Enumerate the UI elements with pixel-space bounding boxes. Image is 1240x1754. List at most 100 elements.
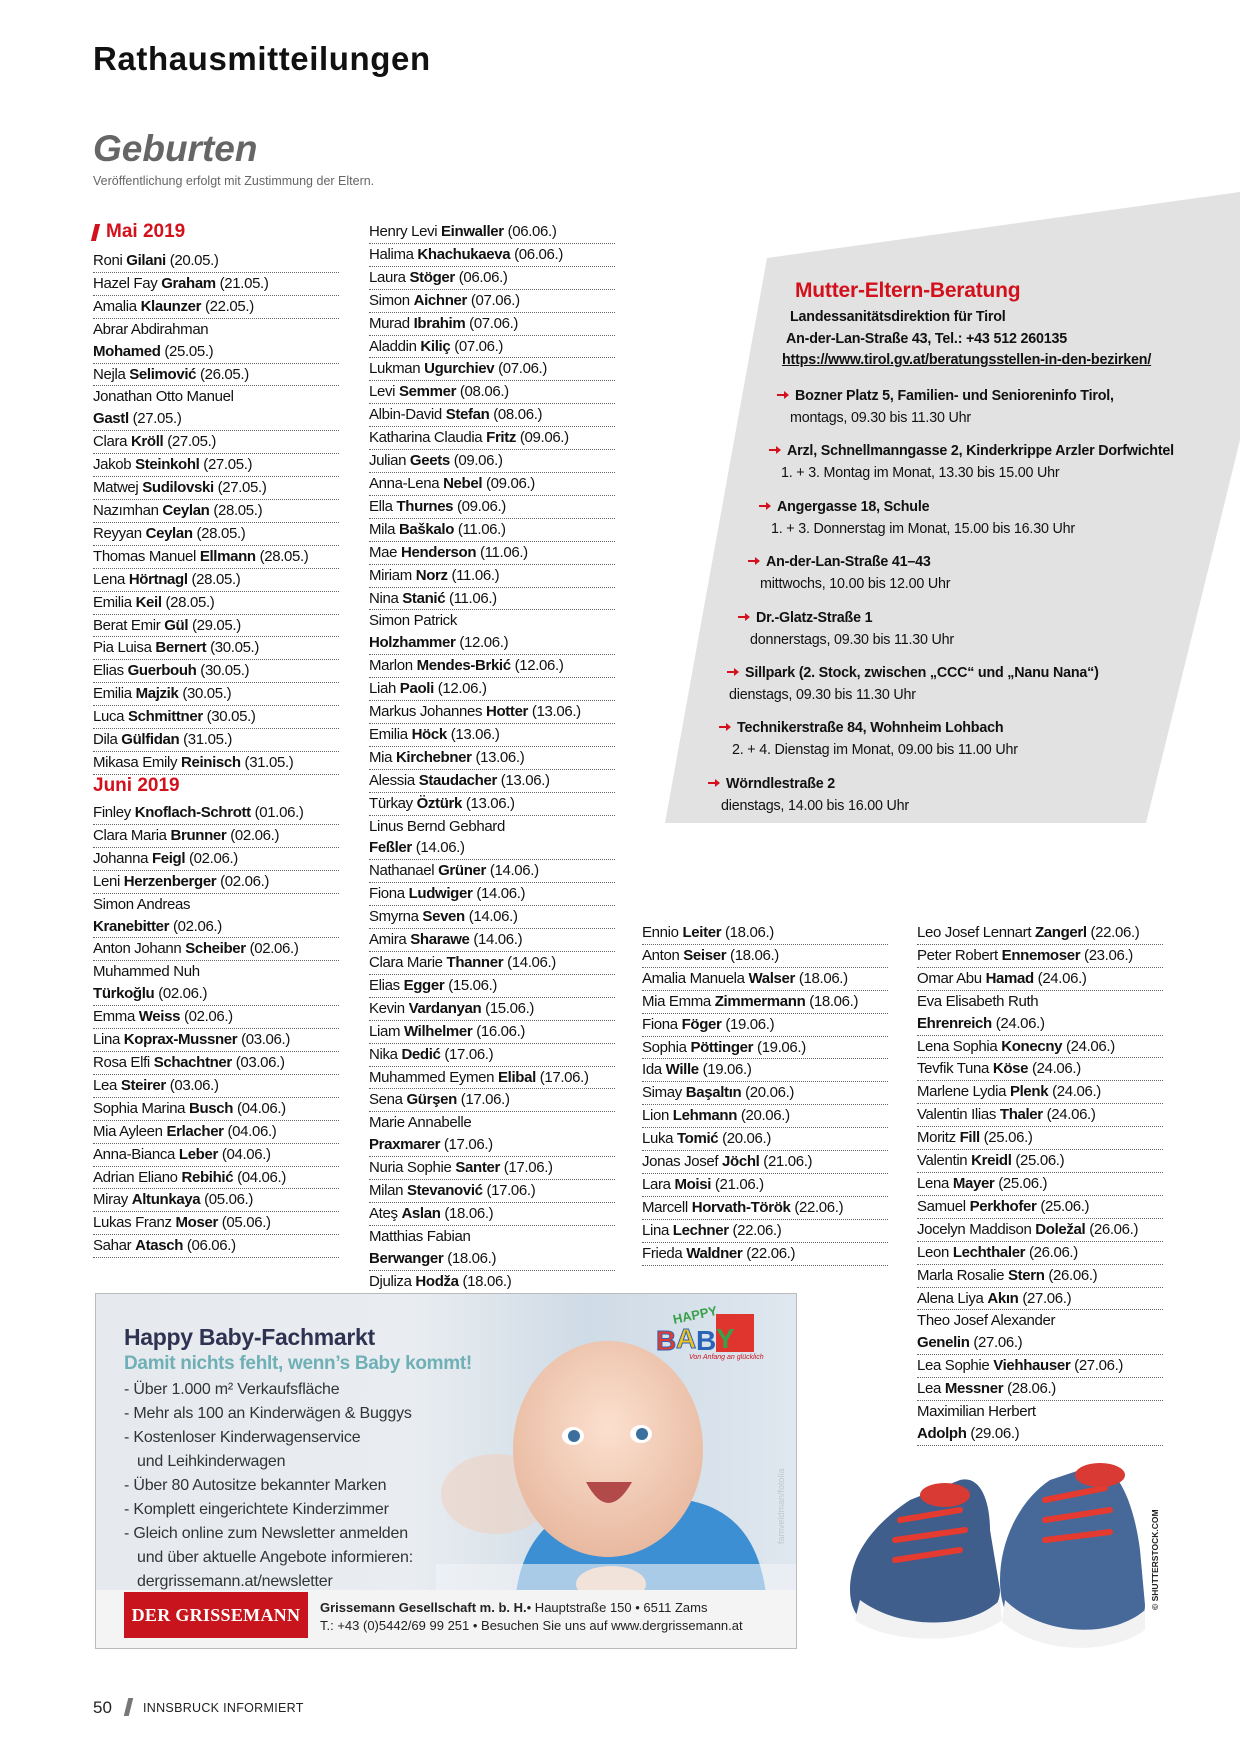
- svg-text:A: A: [676, 1323, 696, 1354]
- surname: Praxmarer: [369, 1136, 441, 1154]
- birth-entry: Eva Elisabeth Ruth Ehrenreich (24.06.): [917, 991, 1163, 1036]
- birth-entry: Mikasa Emily Reinisch (31.05.): [93, 752, 339, 775]
- surname: Başaltın: [685, 1084, 742, 1102]
- surname: Kranebitter: [93, 917, 170, 935]
- given-names: Valentin: [917, 1152, 968, 1170]
- birth-entry: Mia Emma Zimmermann (18.06.): [642, 991, 888, 1014]
- arrow-right-icon: [727, 668, 739, 676]
- birth-entry: Lea Sophie Viehhauser (27.06.): [917, 1355, 1163, 1379]
- birth-date: (14.06.): [468, 908, 518, 926]
- advertisement: HAPPY B A B Y Von Anfang an glücklich Ha…: [95, 1293, 797, 1649]
- birth-date: (07.06.): [454, 337, 504, 355]
- surname: Mayer: [952, 1174, 995, 1192]
- birth-date: (17.06.): [539, 1068, 589, 1086]
- given-names: Mia Ayleen: [93, 1122, 163, 1140]
- birth-entry: Reyyan Ceylan (28.05.): [93, 523, 339, 546]
- surname: Scheiber: [185, 940, 246, 958]
- given-names: Emilia: [93, 593, 132, 611]
- surname: Einwaller: [441, 223, 504, 240]
- surname: Hörtnagl: [128, 570, 188, 588]
- surname: Holzhammer: [369, 634, 456, 652]
- surname: Reinisch: [180, 753, 241, 771]
- location-place: Bozner Platz 5, Familien- und Seniorenin…: [777, 388, 1114, 404]
- birth-date: (28.05.): [165, 593, 215, 611]
- surname: Genelin: [917, 1334, 970, 1352]
- ad-contact-line: T.: +43 (0)5442/69 99 251 • Besuchen Sie…: [320, 1618, 743, 1633]
- birth-entry: Simon Aichner (07.06.): [369, 290, 615, 313]
- birth-date: (05.06.): [221, 1214, 271, 1232]
- arrow-right-icon: [719, 723, 731, 732]
- surname: Türkoğlu: [93, 985, 155, 1003]
- surname: Höck: [411, 725, 448, 743]
- given-names: Anton Johann: [93, 940, 182, 958]
- beratung-url-link[interactable]: https://www.tirol.gv.at/beratungsstellen…: [782, 352, 1152, 368]
- given-names: Amalia: [93, 297, 137, 315]
- birth-date: (02.06.): [220, 872, 270, 890]
- birth-date: (02.06.): [158, 985, 208, 1003]
- birth-entry: Omar Abu Hamad (24.06.): [917, 968, 1163, 991]
- given-names: Marlene Lydia: [917, 1083, 1007, 1101]
- ad-bullet: - Über 80 Autositze bekannter Marken: [124, 1477, 387, 1494]
- surname: Semmer: [398, 383, 457, 401]
- surname: Ehrenreich: [917, 1014, 992, 1032]
- birth-entry: Aladdin Kiliç (07.06.): [369, 336, 615, 359]
- given-names: Marie Annabelle: [369, 1114, 472, 1132]
- birth-date: (12.06.): [459, 634, 509, 652]
- given-names: Aladdin: [369, 337, 417, 355]
- birth-date: (02.06.): [249, 940, 299, 958]
- birth-entry: Türkay Öztürk (13.06.): [369, 793, 615, 816]
- month-label: Mai 2019: [106, 221, 186, 242]
- birth-date: (24.06.): [1065, 1037, 1115, 1055]
- birth-entry: Kevin Vardanyan (15.06.): [369, 998, 615, 1021]
- surname: Grüner: [438, 862, 486, 880]
- births-list-juni-1: Finley Knoflach-Schrott (01.06.) Clara Ma…: [93, 802, 339, 1259]
- birth-date: (27.05.): [203, 456, 253, 474]
- given-names: Julian: [369, 452, 407, 470]
- surname: Steirer: [120, 1076, 166, 1094]
- surname: Paoli: [399, 680, 434, 698]
- surname: Thaler: [999, 1106, 1043, 1124]
- birth-entry: Lina Lechner (22.06.): [642, 1220, 888, 1243]
- birth-entry: Muhammed Nuh Türkoğlu (02.06.): [93, 961, 339, 1007]
- birth-date: (13.06.): [465, 794, 515, 812]
- birth-date: (28.05.): [191, 570, 241, 588]
- surname: Berwanger: [369, 1249, 444, 1267]
- given-names: Ida: [642, 1061, 662, 1079]
- surname: Baškalo: [398, 520, 455, 538]
- birth-date: (17.06.): [443, 1136, 493, 1154]
- given-names: Elias: [369, 976, 400, 994]
- given-names: Elias: [93, 662, 124, 680]
- birth-date: (24.06.): [995, 1014, 1045, 1032]
- surname: Föger: [681, 1015, 722, 1033]
- surname: Köse: [992, 1060, 1029, 1078]
- birth-date: (31.05.): [183, 731, 233, 749]
- given-names: Finley: [93, 804, 131, 821]
- surname: Mendes-Brkić: [416, 657, 512, 675]
- birth-date: (27.06.): [1022, 1289, 1072, 1307]
- surname: Dedić: [401, 1045, 441, 1063]
- surname: Seven: [422, 908, 465, 926]
- birth-date: (21.05.): [219, 274, 269, 292]
- surname: Thanner: [446, 954, 504, 971]
- given-names: Mia: [369, 748, 393, 766]
- birth-entry: Mae Henderson (11.06.): [369, 542, 615, 565]
- birth-date: (13.06.): [500, 771, 550, 789]
- surname: Thurnes: [396, 497, 454, 515]
- given-names: Alessia: [369, 771, 415, 789]
- surname: Vardanyan: [408, 999, 482, 1017]
- birth-date: (06.06.): [458, 268, 508, 286]
- birth-date: (20.06.): [722, 1130, 772, 1148]
- given-names: Anna-Lena: [369, 474, 440, 492]
- birth-date: (04.06.): [227, 1122, 277, 1140]
- given-names: Lukman: [369, 360, 421, 378]
- birth-entry: Markus Johannes Hotter (13.06.): [369, 701, 615, 724]
- surname: Sudilovski: [142, 479, 214, 497]
- given-names: Simon Patrick: [369, 612, 457, 630]
- birth-entry: Johanna Feigl (02.06.): [93, 848, 339, 871]
- baby-shoes-photo: [850, 1463, 1145, 1648]
- svg-text:B: B: [696, 1325, 716, 1356]
- birth-entry: Halima Khachukaeva (06.06.): [369, 244, 615, 267]
- given-names: Jocelyn Maddison: [917, 1220, 1032, 1238]
- surname: Ibrahim: [413, 314, 466, 332]
- given-names: Jonathan Otto Manuel: [93, 388, 234, 406]
